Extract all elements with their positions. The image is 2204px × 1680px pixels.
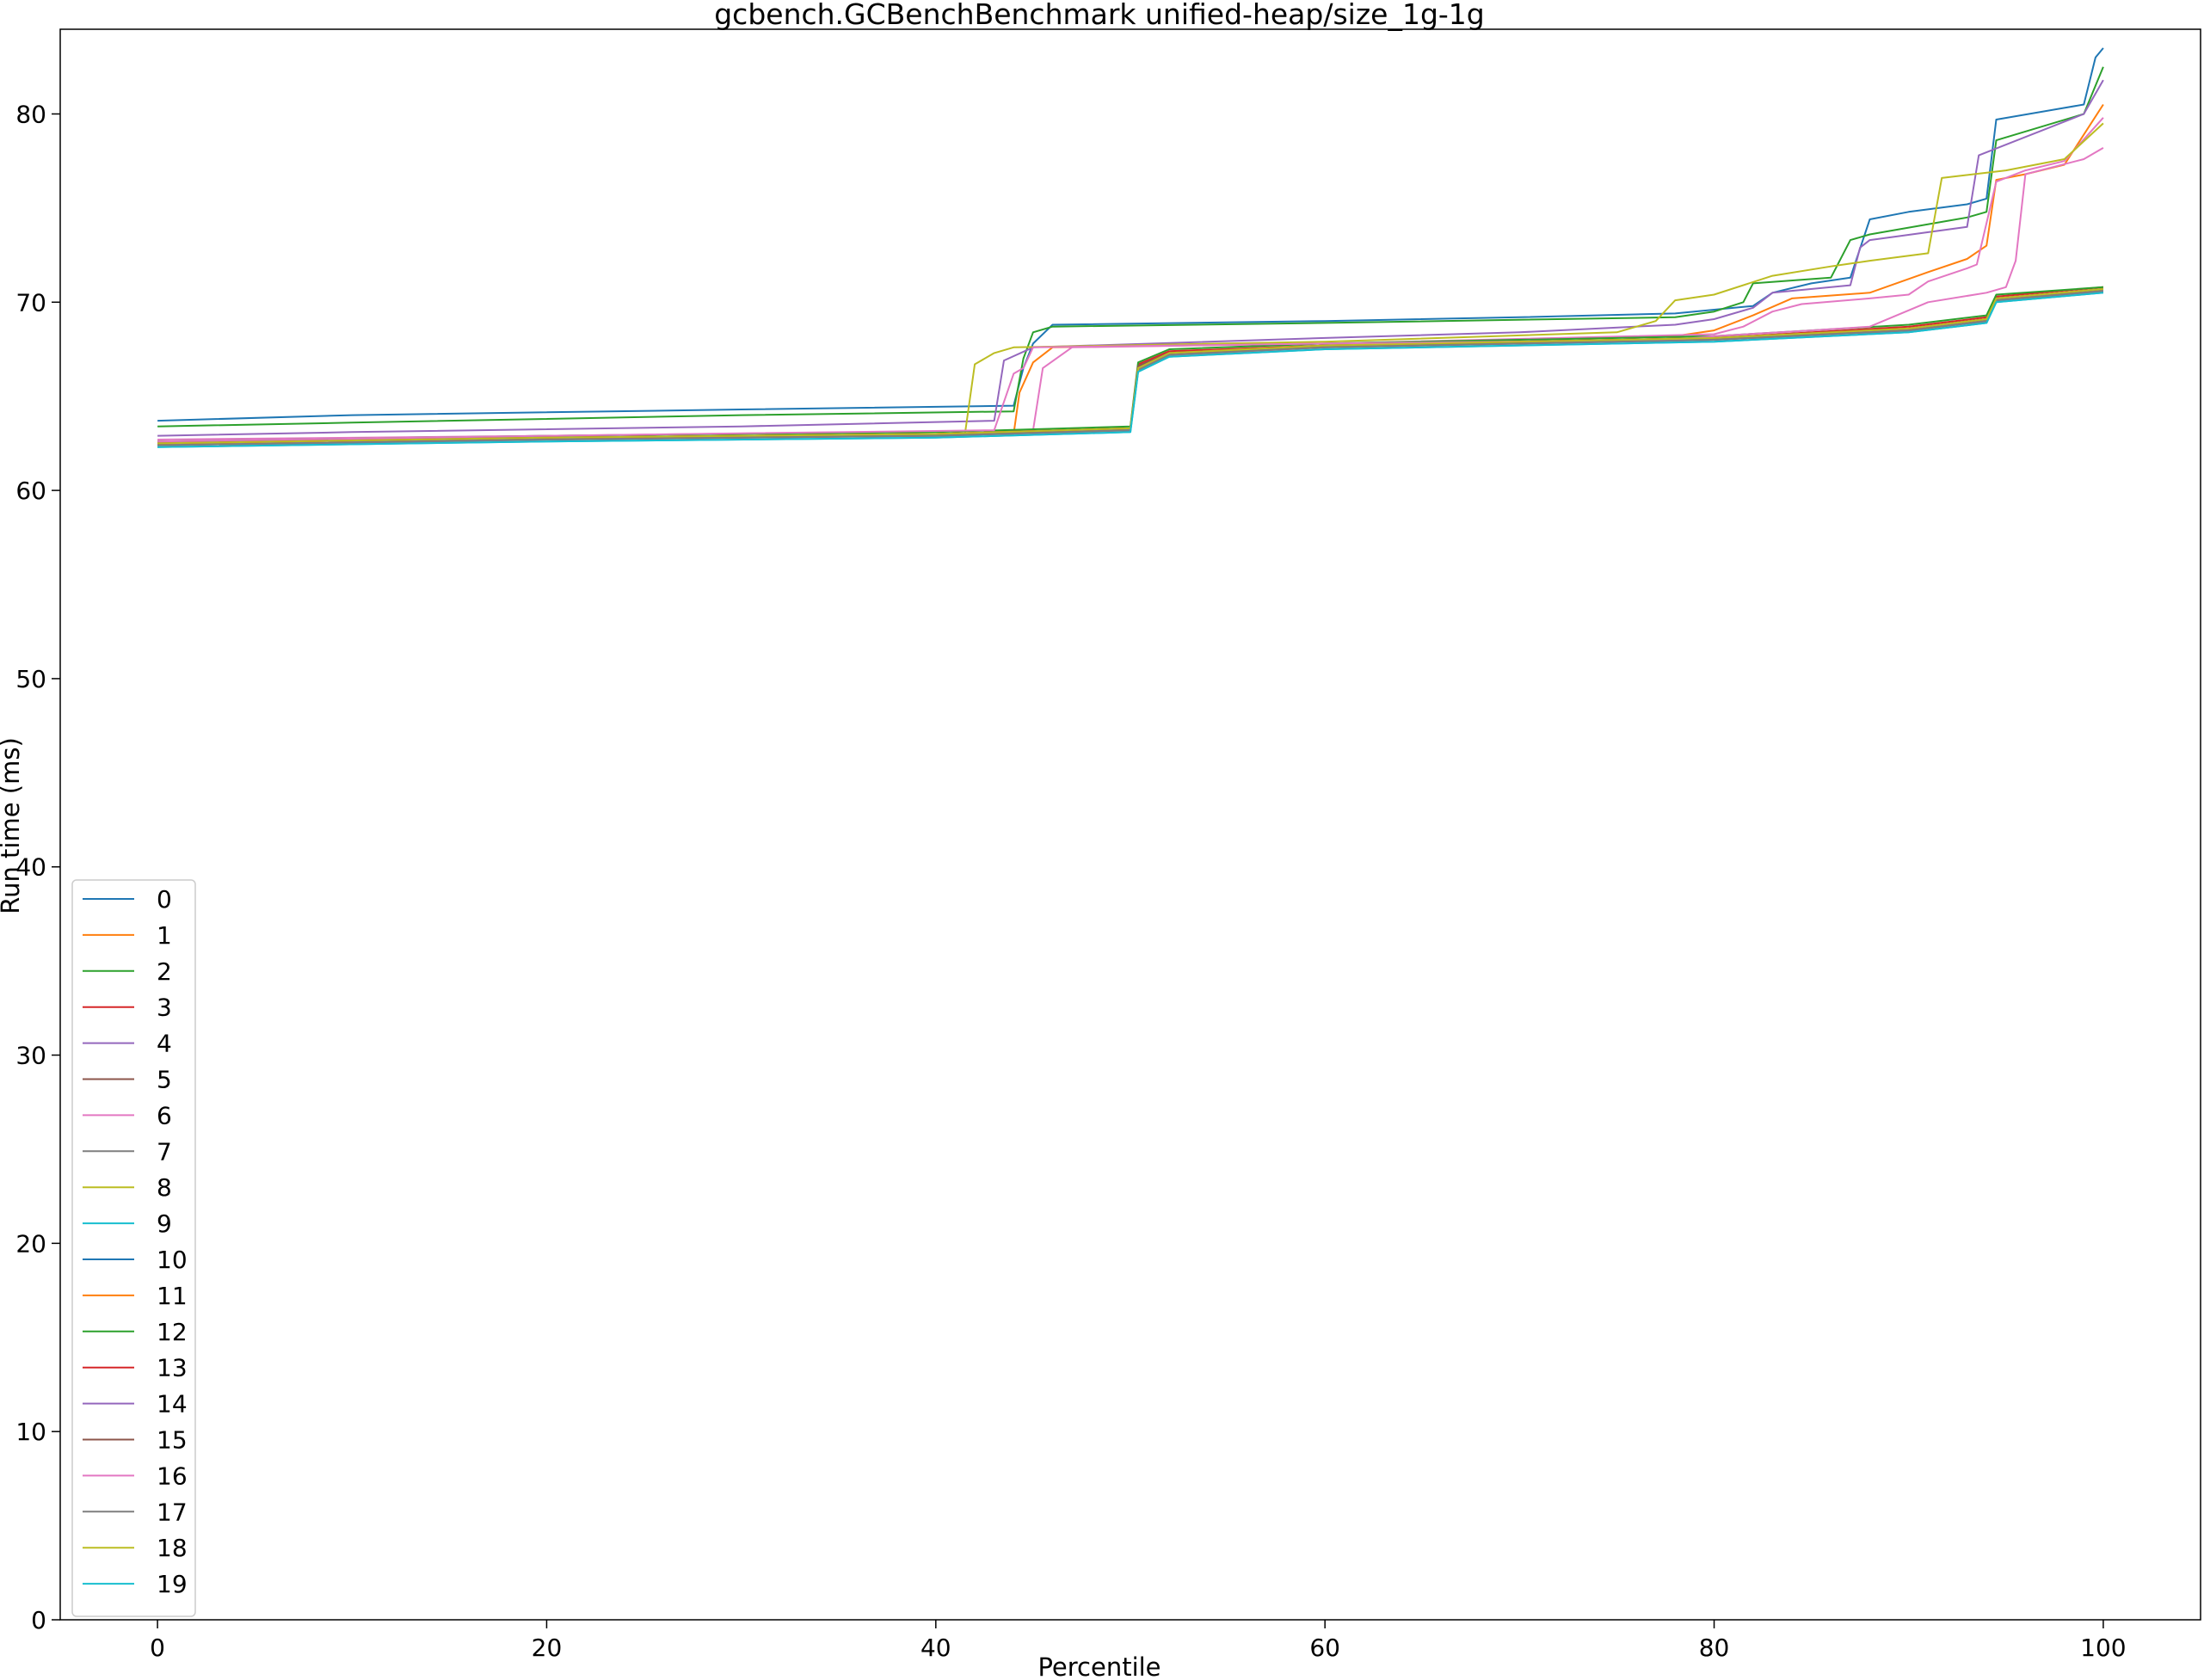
series-line-19 — [157, 292, 2103, 448]
legend-label-1: 1 — [157, 921, 172, 950]
y-tick-label: 80 — [15, 100, 46, 128]
x-tick-label: 60 — [1309, 1634, 1340, 1662]
x-axis-label: Percentile — [1037, 1652, 1160, 1680]
plot-frame — [59, 28, 2201, 1621]
y-tick-label: 40 — [15, 853, 46, 882]
series-lines — [157, 47, 2104, 448]
legend-label-10: 10 — [157, 1246, 188, 1274]
x-tick-label: 40 — [920, 1634, 951, 1662]
legend-label-6: 6 — [157, 1101, 172, 1129]
legend-box — [71, 879, 196, 1617]
y-axis: 0 10 20 30 40 50 60 70 80 — [15, 100, 60, 1634]
series-line-1 — [157, 103, 2104, 445]
series-line-2 — [157, 66, 2104, 428]
legend-label-3: 3 — [157, 994, 172, 1022]
series-line-8 — [157, 122, 2104, 443]
series-line-6 — [157, 117, 2104, 440]
series-line-18 — [157, 288, 2103, 445]
series-line-12 — [157, 286, 2103, 443]
legend-label-9: 9 — [157, 1209, 172, 1238]
x-tick-label: 20 — [532, 1634, 563, 1662]
series-line-16 — [157, 147, 2104, 443]
x-tick-label: 80 — [1699, 1634, 1730, 1662]
y-tick-label: 50 — [15, 665, 46, 693]
legend-label-15: 15 — [157, 1426, 188, 1455]
y-tick-label: 60 — [15, 477, 46, 505]
chart-title: gcbench.GCBenchBenchmark unified-heap/si… — [714, 0, 1485, 31]
legend-label-8: 8 — [157, 1173, 172, 1202]
legend-label-14: 14 — [157, 1390, 188, 1418]
legend-label-16: 16 — [157, 1462, 188, 1490]
legend-label-0: 0 — [157, 885, 172, 914]
y-tick-label: 70 — [15, 288, 46, 317]
legend-label-11: 11 — [157, 1282, 188, 1310]
legend-label-18: 18 — [157, 1534, 188, 1562]
legend-label-5: 5 — [157, 1066, 172, 1094]
y-axis-label: Run time (ms) — [0, 737, 25, 914]
legend-label-2: 2 — [157, 957, 172, 986]
y-tick-label: 30 — [15, 1042, 46, 1070]
y-tick-label: 0 — [31, 1606, 46, 1634]
series-line-0 — [157, 47, 2104, 422]
series-line-4 — [157, 79, 2104, 437]
y-tick-label: 20 — [15, 1229, 46, 1258]
y-tick-label: 10 — [15, 1418, 46, 1446]
legend-label-12: 12 — [157, 1318, 188, 1346]
x-tick-label: 100 — [2080, 1634, 2126, 1662]
legend-label-13: 13 — [157, 1354, 188, 1382]
legend-label-7: 7 — [157, 1137, 172, 1166]
legend-label-19: 19 — [157, 1570, 188, 1598]
legend-label-4: 4 — [157, 1030, 172, 1058]
x-tick-label: 0 — [150, 1634, 165, 1662]
legend-label-17: 17 — [157, 1498, 188, 1526]
x-axis: 0 20 40 60 80 100 — [150, 1620, 2127, 1662]
series-line-3 — [157, 286, 2103, 443]
